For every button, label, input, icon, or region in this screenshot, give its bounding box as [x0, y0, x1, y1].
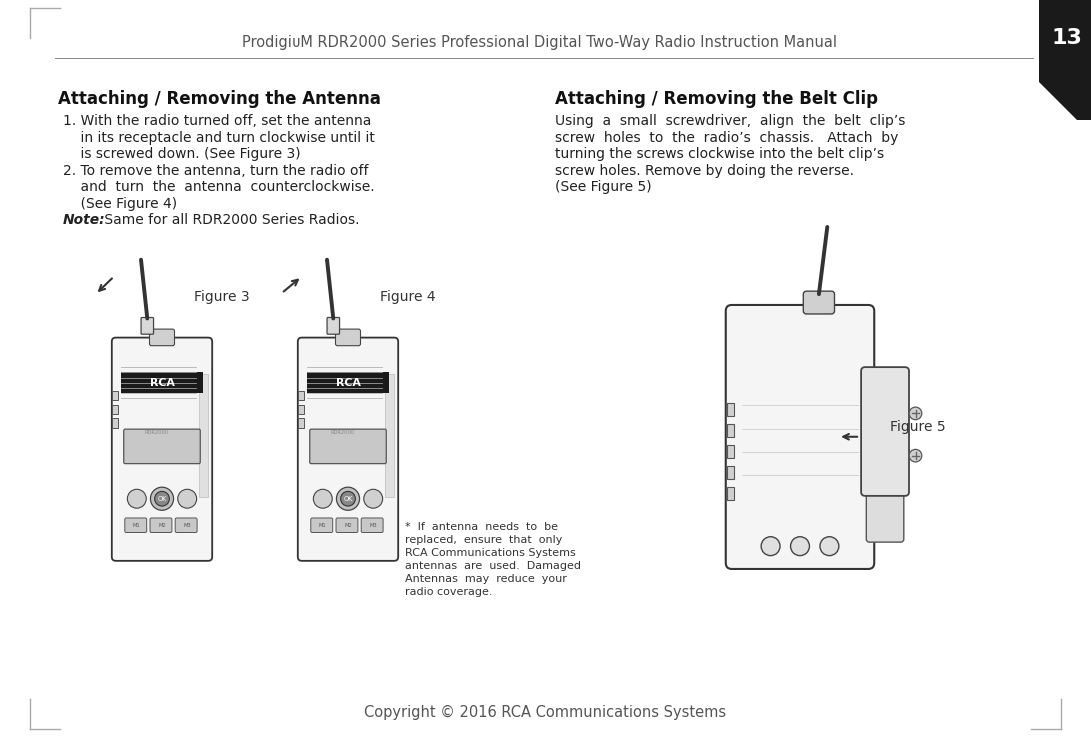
Bar	[727, 403, 734, 416]
Text: OK: OK	[344, 496, 352, 502]
Text: is screwed down. (See Figure 3): is screwed down. (See Figure 3)	[63, 147, 301, 161]
FancyBboxPatch shape	[327, 318, 339, 334]
Text: 13: 13	[1052, 28, 1082, 48]
Polygon shape	[1039, 82, 1077, 120]
Text: Using  a  small  screwdriver,  align  the  belt  clip’s: Using a small screwdriver, align the bel…	[555, 114, 906, 128]
Circle shape	[762, 537, 780, 556]
Text: screw holes. Remove by doing the reverse.: screw holes. Remove by doing the reverse…	[555, 164, 854, 178]
Text: RDR2000: RDR2000	[331, 430, 355, 435]
Circle shape	[820, 537, 839, 556]
Bar	[121, 372, 203, 394]
Bar	[727, 425, 734, 437]
FancyBboxPatch shape	[149, 518, 172, 533]
Text: RCA Communications Systems: RCA Communications Systems	[405, 548, 576, 558]
Text: Copyright © 2016 RCA Communications Systems: Copyright © 2016 RCA Communications Syst…	[364, 705, 727, 719]
Circle shape	[155, 492, 169, 506]
Text: M2: M2	[158, 523, 166, 528]
Bar	[298, 418, 304, 427]
FancyBboxPatch shape	[123, 429, 201, 464]
Circle shape	[178, 489, 196, 509]
Text: replaced,  ensure  that  only: replaced, ensure that only	[405, 535, 562, 545]
Text: Same for all RDR2000 Series Radios.: Same for all RDR2000 Series Radios.	[100, 213, 360, 227]
Text: 2. To remove the antenna, turn the radio off: 2. To remove the antenna, turn the radio…	[63, 164, 369, 178]
Text: ProdigiᴜM RDR2000 Series Professional Digital Two-Way Radio Instruction Manual: ProdigiᴜM RDR2000 Series Professional Di…	[241, 35, 837, 49]
Text: M3: M3	[183, 523, 191, 528]
Bar	[298, 405, 304, 414]
Bar	[385, 374, 394, 497]
Text: in its receptacle and turn clockwise until it: in its receptacle and turn clockwise unt…	[63, 130, 375, 144]
Bar	[1039, 0, 1091, 120]
Text: antennas  are  used.  Damaged: antennas are used. Damaged	[405, 561, 582, 571]
Text: OK: OK	[157, 496, 167, 502]
Bar	[727, 487, 734, 500]
FancyBboxPatch shape	[336, 518, 358, 533]
Circle shape	[791, 537, 810, 556]
Circle shape	[363, 489, 383, 509]
Text: Figure 5: Figure 5	[890, 420, 946, 434]
FancyBboxPatch shape	[141, 318, 154, 334]
Circle shape	[313, 489, 333, 509]
FancyBboxPatch shape	[361, 518, 383, 533]
FancyBboxPatch shape	[866, 483, 903, 542]
FancyBboxPatch shape	[336, 329, 360, 346]
Text: and  turn  the  antenna  counterclockwise.: and turn the antenna counterclockwise.	[63, 180, 374, 194]
Bar	[111, 405, 118, 414]
Circle shape	[128, 489, 146, 509]
Text: RDR2000: RDR2000	[145, 430, 169, 435]
Text: Antennas  may  reduce  your: Antennas may reduce your	[405, 574, 567, 584]
Text: M1: M1	[133, 523, 141, 528]
FancyBboxPatch shape	[803, 291, 835, 314]
Bar	[727, 467, 734, 479]
FancyBboxPatch shape	[176, 518, 197, 533]
Circle shape	[340, 492, 356, 506]
FancyBboxPatch shape	[111, 338, 213, 561]
FancyBboxPatch shape	[124, 518, 146, 533]
Text: (See Figure 5): (See Figure 5)	[555, 180, 651, 194]
Bar	[298, 391, 304, 400]
Text: M3: M3	[370, 523, 377, 528]
FancyBboxPatch shape	[311, 518, 333, 533]
FancyBboxPatch shape	[310, 429, 386, 464]
FancyBboxPatch shape	[298, 338, 398, 561]
Text: RCA: RCA	[149, 378, 175, 388]
Circle shape	[336, 487, 360, 510]
Text: radio coverage.: radio coverage.	[405, 587, 492, 597]
Text: 1. With the radio turned off, set the antenna: 1. With the radio turned off, set the an…	[63, 114, 371, 128]
Circle shape	[909, 407, 922, 419]
Text: Figure 4: Figure 4	[380, 290, 435, 304]
Bar	[111, 391, 118, 400]
Circle shape	[909, 450, 922, 462]
Text: RCA: RCA	[336, 378, 360, 388]
Text: Note:: Note:	[63, 213, 106, 227]
Bar	[727, 445, 734, 458]
FancyBboxPatch shape	[726, 305, 874, 569]
Bar	[307, 372, 389, 394]
Text: M2: M2	[344, 523, 351, 528]
Text: Attaching / Removing the Antenna: Attaching / Removing the Antenna	[58, 90, 381, 108]
Text: Attaching / Removing the Belt Clip: Attaching / Removing the Belt Clip	[555, 90, 878, 108]
FancyBboxPatch shape	[149, 329, 175, 346]
Text: turning the screws clockwise into the belt clip’s: turning the screws clockwise into the be…	[555, 147, 884, 161]
Text: (See Figure 4): (See Figure 4)	[63, 197, 177, 211]
Circle shape	[151, 487, 173, 510]
Text: M1: M1	[319, 523, 326, 528]
Text: Figure 3: Figure 3	[194, 290, 250, 304]
Text: *  If  antenna  needs  to  be: * If antenna needs to be	[405, 522, 558, 532]
FancyBboxPatch shape	[861, 367, 909, 496]
Bar	[111, 418, 118, 427]
Bar	[199, 374, 208, 497]
Text: screw  holes  to  the  radio’s  chassis.   Attach  by: screw holes to the radio’s chassis. Atta…	[555, 130, 898, 144]
